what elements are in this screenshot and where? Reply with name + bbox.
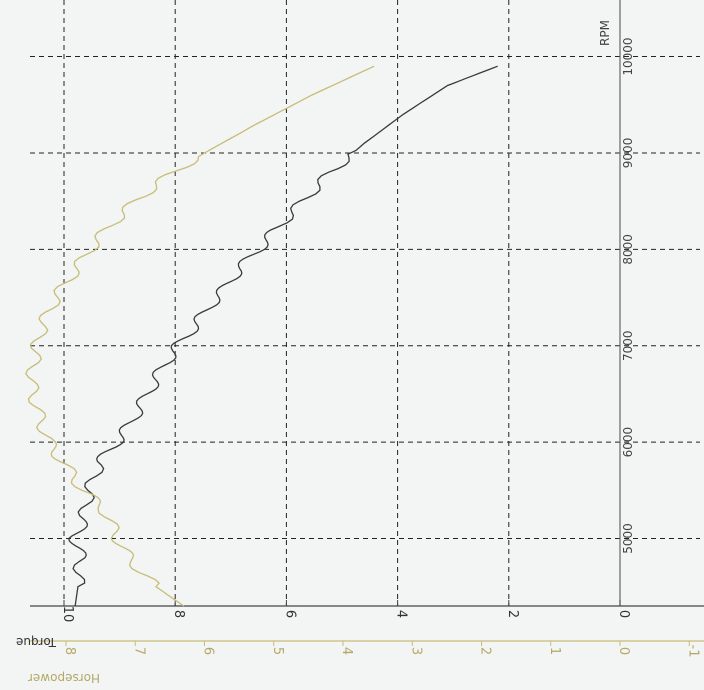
torque-tick-label: 10 — [60, 606, 75, 623]
rpm-tick-label: 10000 — [621, 37, 635, 75]
rpm-tick-label: 8000 — [621, 234, 635, 265]
torque-tick-label: 8 — [171, 610, 186, 618]
horsepower-tick-label: -1 — [685, 645, 700, 658]
horsepower-tick-label: 4 — [339, 647, 354, 655]
horsepower-tick-label: 7 — [131, 647, 146, 655]
torque-axis-label: Torque — [16, 635, 57, 649]
grid — [30, 0, 700, 606]
horsepower-tick-label: 3 — [408, 647, 423, 655]
tick-labels: 5000600070008000900010000RPM0246810Torqu… — [16, 20, 700, 685]
horsepower-tick-label: 2 — [478, 647, 493, 655]
torque-line — [68, 65, 498, 607]
rpm-tick-label: 7000 — [621, 330, 635, 361]
horsepower-tick-label: 1 — [547, 647, 562, 655]
torque-tick-label: 0 — [616, 610, 631, 618]
rpm-tick-label: 9000 — [621, 138, 635, 169]
horsepower-tick-label: 6 — [201, 647, 216, 655]
rpm-tick-label: 6000 — [621, 427, 635, 458]
series — [25, 65, 498, 607]
horsepower-tick-label: 5 — [270, 647, 285, 655]
torque-tick-label: 2 — [505, 610, 520, 618]
rpm-axis-label: RPM — [598, 20, 612, 46]
horsepower-tick-label: 8 — [62, 647, 77, 655]
torque-tick-label: 4 — [394, 610, 409, 618]
axes — [30, 0, 704, 646]
rpm-tick-label: 5000 — [621, 523, 635, 554]
horsepower-line — [25, 65, 375, 607]
torque-tick-label: 6 — [282, 610, 297, 618]
horsepower-tick-label: 0 — [616, 647, 631, 655]
horsepower-axis-label: Horsepower — [28, 671, 100, 685]
